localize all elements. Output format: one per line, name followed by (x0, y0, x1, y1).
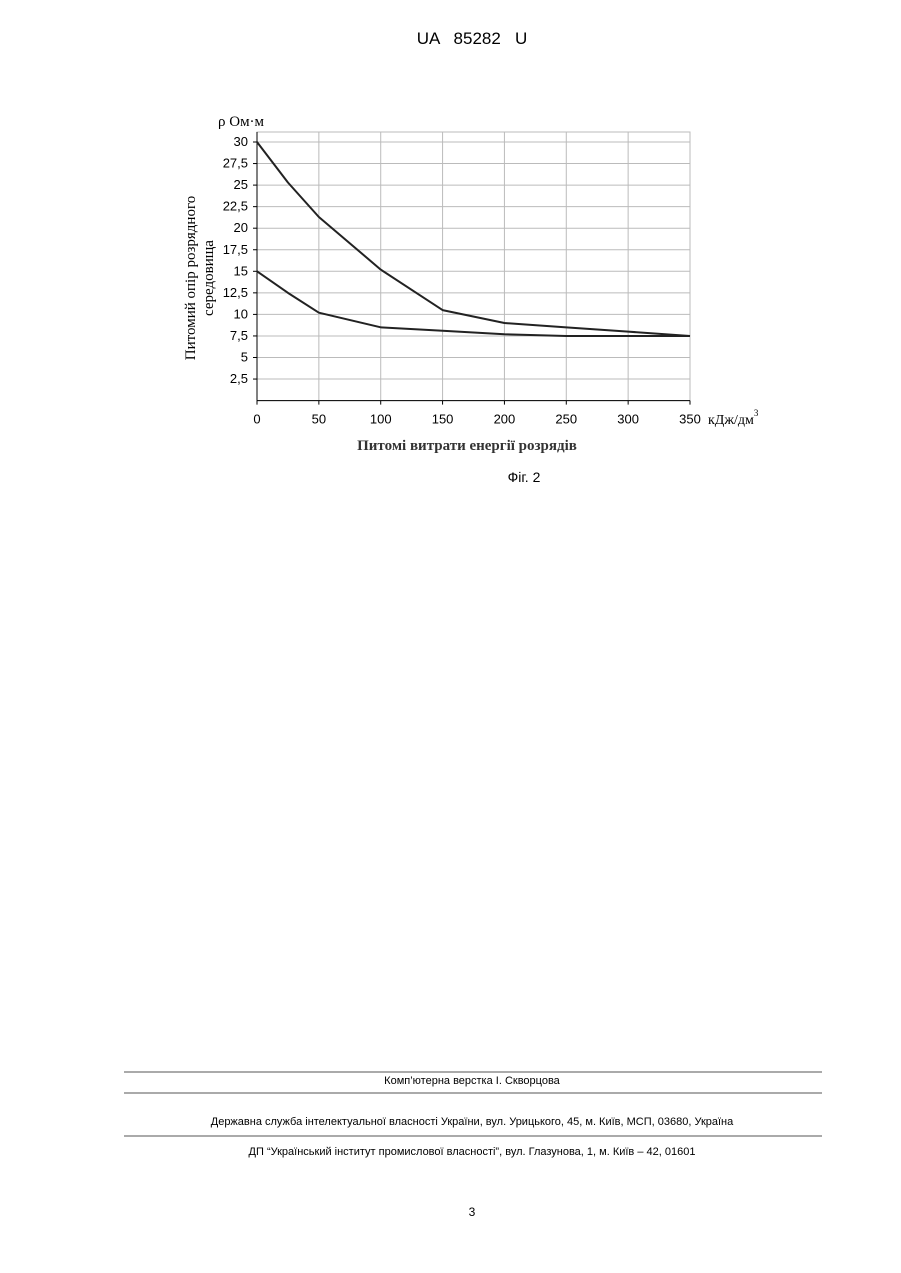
chart: 2,557,51012,51517,52022,52527,5300501001… (183, 114, 759, 454)
x-tick-label: 300 (617, 412, 639, 427)
y-tick-label: 17,5 (223, 242, 248, 257)
page-number: 3 (469, 1205, 476, 1219)
x-tick-label: 100 (370, 412, 392, 427)
x-unit-base: кДж/дм (708, 413, 754, 428)
y-tick-label: 25 (234, 177, 248, 192)
footer-line: Комп’ютерна верстка І. Скворцова (384, 1075, 561, 1087)
document: UA 85282 U 2,5 5 7,5 10 12,5 15 17,5 20 22,5 25 27… (0, 0, 901, 1273)
y-tick-label: 5 (241, 350, 248, 365)
y-tick-label: 27,5 (223, 156, 248, 171)
data-line (257, 271, 690, 336)
y-tick-label: 10 (234, 306, 248, 321)
y-axis-title-line: Питомий опір розрядного (183, 196, 199, 360)
y-tick-label: 7,5 (230, 328, 248, 343)
x-tick-label: 150 (432, 412, 454, 427)
y-tick-label: 22,5 (223, 199, 248, 214)
x-unit: кДж/дм3 (708, 408, 759, 428)
x-tick-label: 50 (312, 412, 326, 427)
y-axis-title: Питомий опір розрядногосередовища (183, 196, 217, 360)
y-tick-label: 20 (234, 220, 248, 235)
data-line (257, 142, 690, 336)
plot-area (257, 132, 690, 401)
footer-line: Державна служба інтелектуальної власност… (211, 1116, 734, 1128)
y-tick-label: 15 (234, 263, 248, 278)
caption: Фіг. 2 (508, 469, 541, 485)
x-tick-label: 0 (253, 412, 260, 427)
footer-line: ДП “Український інститут промислової вла… (249, 1146, 696, 1158)
x-axis-title: Питомі витрати енергії розрядів (357, 438, 577, 454)
y-unit: ρ Ом·м (218, 114, 265, 130)
header: UA 85282 U (417, 29, 528, 48)
x-tick-label: 350 (679, 412, 701, 427)
x-unit-sup: 3 (754, 408, 759, 418)
y-tick-label: 30 (234, 134, 248, 149)
y-tick-label: 12,5 (223, 285, 248, 300)
x-tick-label: 250 (555, 412, 577, 427)
page: UA 85282 U 2,5 5 7,5 10 12,5 15 17,5 20 22,5 25 27… (0, 0, 901, 1273)
x-tick-label: 200 (494, 412, 516, 427)
y-tick-label: 2,5 (230, 371, 248, 386)
y-axis-title-line: середовища (201, 240, 217, 316)
